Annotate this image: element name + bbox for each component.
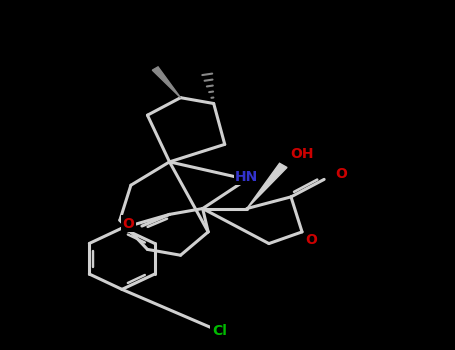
Text: O: O [305, 233, 317, 247]
Polygon shape [152, 67, 181, 98]
Text: Cl: Cl [212, 324, 227, 338]
Text: O: O [123, 217, 135, 231]
Polygon shape [247, 163, 287, 209]
Text: O: O [305, 233, 317, 247]
Text: O: O [335, 167, 347, 181]
Text: O: O [335, 167, 347, 181]
Text: OH: OH [290, 147, 314, 161]
Text: OH: OH [290, 147, 314, 161]
Text: HN: HN [235, 170, 258, 184]
Text: Cl: Cl [212, 324, 227, 338]
Text: O: O [123, 217, 135, 231]
Text: HN: HN [235, 170, 258, 184]
